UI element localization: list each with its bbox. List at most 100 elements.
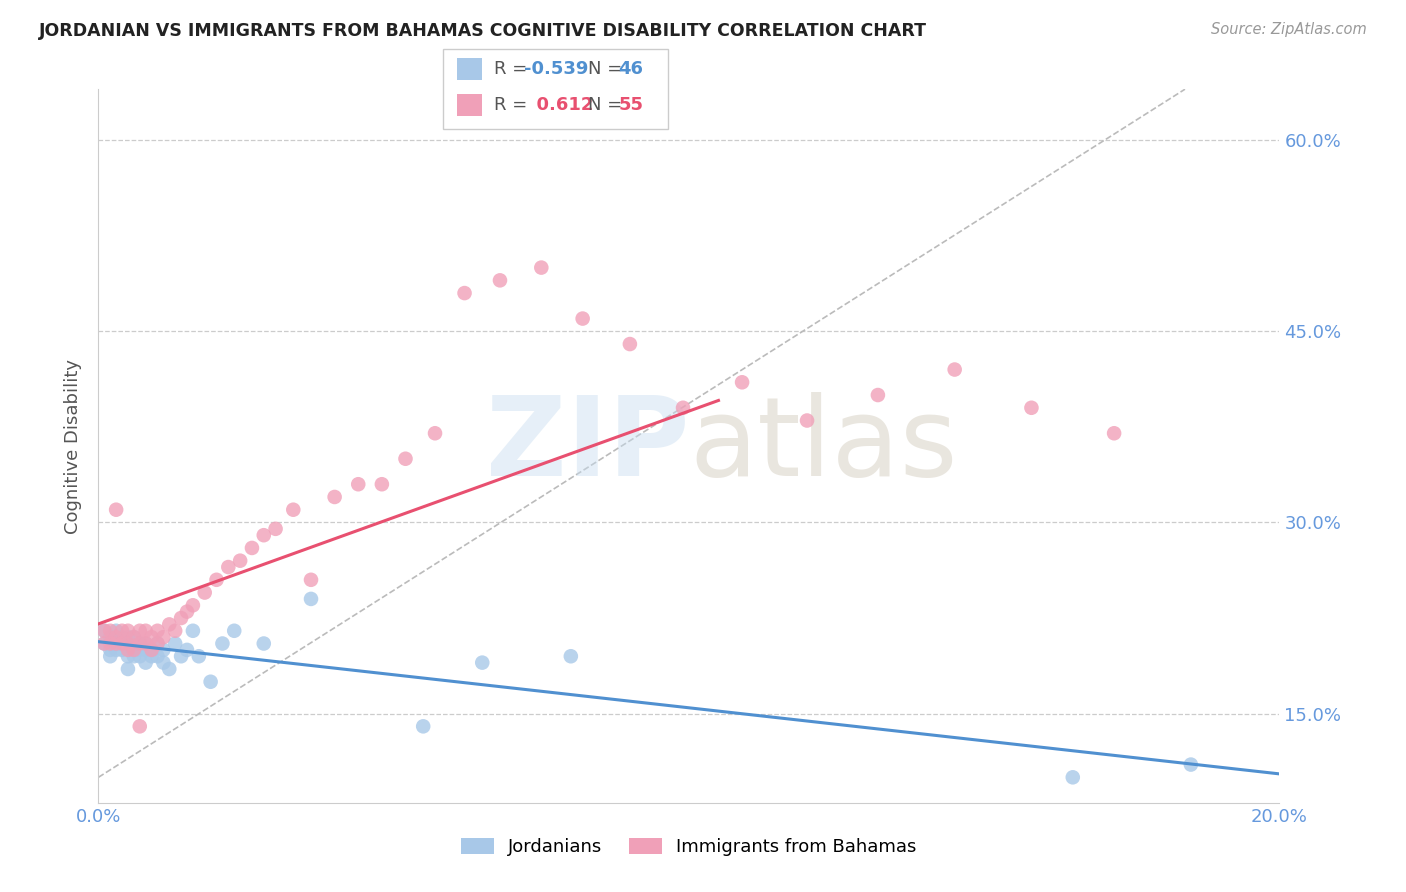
Point	[117, 649, 139, 664]
Point	[98, 624, 121, 638]
Point	[98, 630, 121, 644]
Point	[471, 656, 494, 670]
Point	[176, 605, 198, 619]
Point	[240, 541, 263, 555]
Point	[128, 643, 150, 657]
Point	[176, 643, 198, 657]
Point	[152, 643, 174, 657]
Point	[157, 617, 180, 632]
Point	[141, 643, 163, 657]
Point	[122, 643, 145, 657]
Point	[135, 656, 157, 670]
Point	[105, 624, 128, 638]
Point	[141, 630, 163, 644]
Point	[170, 649, 193, 664]
Point	[117, 662, 139, 676]
Point	[98, 643, 121, 657]
Point	[170, 611, 193, 625]
Point	[672, 401, 695, 415]
Point	[128, 624, 150, 638]
Point	[165, 636, 187, 650]
Point	[105, 502, 128, 516]
Point	[187, 649, 209, 664]
Point	[111, 636, 134, 650]
Point	[299, 591, 322, 606]
Point	[394, 451, 416, 466]
Point	[135, 636, 157, 650]
Point	[217, 560, 239, 574]
Point	[128, 636, 150, 650]
Point	[181, 624, 204, 638]
Point	[347, 477, 370, 491]
Point	[111, 630, 134, 644]
Point	[323, 490, 346, 504]
Point	[194, 585, 217, 599]
Y-axis label: Cognitive Disability: Cognitive Disability	[63, 359, 82, 533]
Point	[122, 630, 145, 644]
Point	[866, 388, 889, 402]
Text: atlas: atlas	[689, 392, 957, 500]
Point	[943, 362, 966, 376]
Point	[122, 643, 145, 657]
Point	[146, 636, 169, 650]
Point	[98, 636, 121, 650]
Point	[122, 630, 145, 644]
Point	[229, 554, 252, 568]
Point	[412, 719, 434, 733]
Point	[152, 630, 174, 644]
Point	[146, 649, 169, 664]
Point	[135, 624, 157, 638]
Point	[560, 649, 582, 664]
Point	[253, 636, 276, 650]
Point	[423, 426, 446, 441]
Text: 46: 46	[619, 60, 644, 78]
Point	[371, 477, 394, 491]
Text: 0.612: 0.612	[524, 95, 593, 114]
Point	[146, 624, 169, 638]
Point	[93, 636, 115, 650]
Point	[489, 273, 512, 287]
Text: Source: ZipAtlas.com: Source: ZipAtlas.com	[1211, 22, 1367, 37]
Point	[93, 624, 115, 638]
Point	[117, 624, 139, 638]
Point	[98, 649, 121, 664]
Point	[211, 636, 233, 650]
Point	[105, 636, 128, 650]
Point	[253, 528, 276, 542]
Point	[117, 643, 139, 657]
Point	[453, 286, 475, 301]
Point	[205, 573, 228, 587]
Point	[200, 674, 222, 689]
Point	[1180, 757, 1202, 772]
Point	[111, 643, 134, 657]
Point	[796, 413, 818, 427]
Point	[93, 636, 115, 650]
Point	[135, 636, 157, 650]
Point	[105, 630, 128, 644]
Point	[105, 636, 128, 650]
Point	[117, 636, 139, 650]
Point	[224, 624, 246, 638]
Point	[146, 636, 169, 650]
Point	[128, 636, 150, 650]
Point	[117, 630, 139, 644]
Point	[111, 624, 134, 638]
Text: R =: R =	[494, 95, 533, 114]
Point	[135, 643, 157, 657]
Point	[141, 643, 163, 657]
Point	[165, 624, 187, 638]
Text: -0.539: -0.539	[524, 60, 589, 78]
Legend: Jordanians, Immigrants from Bahamas: Jordanians, Immigrants from Bahamas	[453, 829, 925, 865]
Text: R =: R =	[494, 60, 533, 78]
Text: N =: N =	[588, 95, 627, 114]
Point	[122, 649, 145, 664]
Point	[93, 624, 115, 638]
Text: JORDANIAN VS IMMIGRANTS FROM BAHAMAS COGNITIVE DISABILITY CORRELATION CHART: JORDANIAN VS IMMIGRANTS FROM BAHAMAS COG…	[39, 22, 928, 40]
Text: 55: 55	[619, 95, 644, 114]
Point	[105, 643, 128, 657]
Point	[157, 662, 180, 676]
Point	[152, 656, 174, 670]
Point	[141, 649, 163, 664]
Point	[1102, 426, 1125, 441]
Point	[619, 337, 641, 351]
